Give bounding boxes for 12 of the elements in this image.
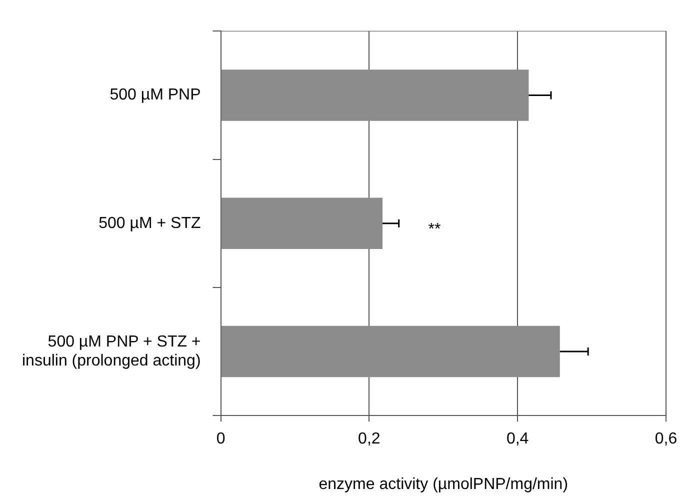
bar (221, 70, 529, 121)
x-tick-label: 0,2 (358, 430, 380, 448)
x-axis-title: enzyme activity (µmolPNP/mg/min) (318, 476, 568, 493)
x-tick-label: 0,4 (506, 430, 529, 448)
annotation: ** (428, 220, 441, 238)
y-tick-label: 500 µM PNP + STZ + insulin (prolonged acting) (22, 333, 201, 370)
bar (221, 326, 560, 378)
x-tick-label: 0,6 (654, 430, 678, 448)
y-tick-label: 500 µM PNP (110, 86, 201, 104)
y-tick-label: 500 µM + STZ (98, 214, 201, 232)
x-tick-label: 0 (216, 430, 226, 448)
bar (221, 198, 383, 250)
